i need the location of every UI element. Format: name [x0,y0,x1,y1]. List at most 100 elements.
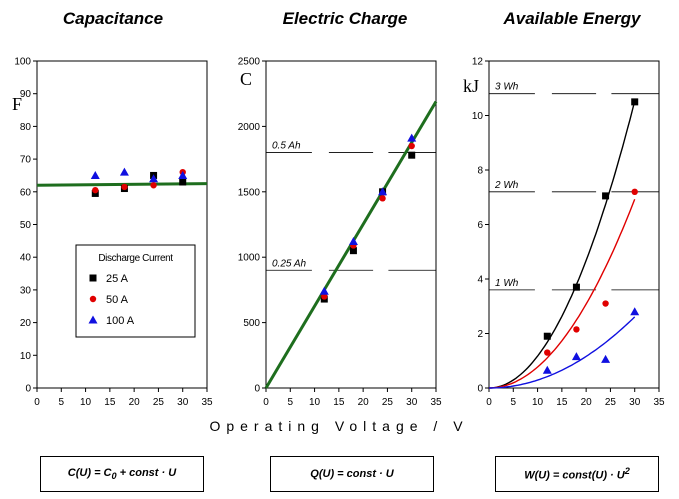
electric-charge-data-point [407,133,417,142]
available-energy-data-point [571,352,581,361]
capacitance-fit-line [36,182,208,187]
electric-charge-x-tick-label: 25 [382,397,394,408]
legend-label: 50 A [106,294,129,306]
capacitance-unit-label: F [12,94,22,114]
capacitance-data-point [121,183,128,191]
available-energy-data-point [602,192,610,200]
capacitance-data-point [178,170,188,179]
capacitance-x-tick-label: 10 [80,397,92,408]
electric-charge-x-tick-label: 20 [358,397,370,408]
available-energy-x-tick-label: 25 [605,397,617,408]
electric-charge-y-tick-label: 0 [254,384,260,395]
electric-charge-data-point [408,151,416,159]
legend-label: 100 A [106,315,135,327]
capacitance-x-tick-label: 35 [201,397,213,408]
formula-capacitance-text: C(U) = C0 + const · U [67,466,177,482]
electric-charge-x-tick-label: 35 [430,397,442,408]
legend-label: 25 A [106,273,129,285]
electric-charge-data-point [378,187,388,196]
capacitance-plot-frame [36,60,208,389]
available-energy-y-tick-label: 4 [477,275,483,286]
capacitance-data-point [150,182,157,189]
available-energy-data-point [543,332,551,340]
electric-charge-x-tick-label: 15 [333,397,345,408]
available-energy-x-tick-label: 15 [556,397,568,408]
capacitance-data-point [90,170,100,179]
capacitance-x-tick-label: 15 [104,397,116,408]
available-energy-data-point [631,188,638,195]
electric-charge-y-tick-label: 1000 [238,253,261,264]
electric-charge-title: Electric Charge [283,9,408,28]
available-energy-y-tick-label: 2 [477,329,483,340]
capacitance-y-tick-label: 30 [20,285,32,296]
available-energy-data-point [630,307,640,316]
legend-marker-triangle [88,315,98,324]
capacitance-x-tick-label: 5 [59,397,65,408]
available-energy-data-point [631,98,639,106]
available-energy-fit-curve [488,100,636,389]
available-energy-x-tick-label: 10 [532,397,544,408]
capacitance-title: Capacitance [63,9,163,28]
capacitance-y-tick-label: 100 [14,57,31,68]
available-energy-unit-label: kJ [463,76,479,96]
electric-charge-data-point [408,142,415,150]
formula-charge-text: Q(U) = const · U [310,468,394,480]
available-energy-y-tick-label: 6 [477,220,483,231]
electric-charge-y-tick-label: 500 [243,318,260,329]
electric-charge-data-point [319,286,329,295]
available-energy-data-point [542,365,552,374]
electric-charge-data-point [349,247,357,255]
available-energy-y-tick-label: 10 [472,111,484,122]
capacitance-y-tick-label: 90 [20,89,32,100]
superscript: 2 [624,466,630,477]
available-energy-data-point [601,354,611,363]
electric-charge-reference-label: 0.5 Ah [272,141,301,152]
available-energy-y-tick-label: 0 [477,384,483,395]
available-energy-reference-label: 1 Wh [495,278,519,289]
available-energy-fit-curve [489,316,636,389]
available-energy-data-point [544,349,551,356]
capacitance-data-point [149,174,159,183]
electric-charge-unit-label: C [240,69,252,89]
legend-marker-square [89,274,97,282]
capacitance-data-point [119,167,129,176]
available-energy-y-tick-label: 12 [472,57,484,68]
capacitance-y-tick-label: 0 [25,384,31,395]
capacitance-data-point [92,186,99,194]
available-energy-reference-label: 3 Wh [495,82,519,93]
available-energy-fit-curve [488,198,636,389]
electric-charge-x-tick-label: 10 [309,397,321,408]
capacitance-data-point [179,178,187,186]
capacitance-y-tick-label: 20 [20,318,32,329]
electric-charge-plot-frame [265,60,437,389]
electric-charge-x-tick-label: 0 [263,397,269,408]
electric-charge-y-tick-label: 2000 [238,122,261,133]
available-energy-data-point [602,300,609,307]
legend-title: Discharge Current [98,253,173,264]
electric-charge-y-tick-label: 1500 [238,187,261,198]
x-axis-label: Operating Voltage / V [209,418,468,434]
capacitance-y-tick-label: 40 [20,253,32,264]
available-energy-reference-label: 2 Wh [494,180,519,191]
electric-charge-data-point [379,195,386,202]
capacitance-y-tick-label: 70 [20,155,32,166]
electric-charge-x-tick-label: 5 [288,397,294,408]
available-energy-data-point [573,326,580,333]
available-energy-x-tick-label: 5 [511,397,517,408]
available-energy-x-tick-label: 20 [581,397,593,408]
capacitance-x-tick-label: 20 [129,397,141,408]
available-energy-y-tick-label: 8 [477,166,483,177]
capacitance-y-tick-label: 50 [20,220,32,231]
capacitance-y-tick-label: 10 [20,351,32,362]
legend-marker-circle [89,295,97,303]
capacitance-x-tick-label: 25 [153,397,165,408]
available-energy-data-point [572,283,580,291]
available-energy-title: Available Energy [502,9,642,28]
capacitance-x-tick-label: 0 [34,397,40,408]
formula-capacitance: C(U) = C0 + const · U [40,456,204,492]
electric-charge-data-point [321,293,328,300]
formula-energy-text: W(U) = const(U) · U2 [524,466,630,482]
formula-charge: Q(U) = const · U [270,456,434,492]
capacitance-y-tick-label: 80 [20,122,32,133]
